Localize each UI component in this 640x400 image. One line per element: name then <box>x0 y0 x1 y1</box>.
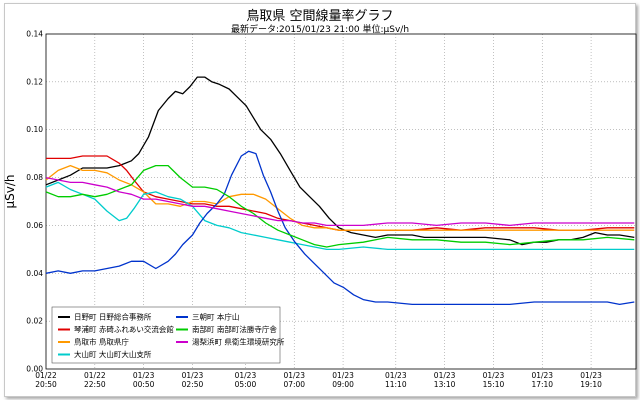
legend-entry: 南部町 南部町法勝寺庁舎 <box>192 324 277 334</box>
legend-entry: 日野町 日野総合事務所 <box>74 312 152 322</box>
y-tick-label: 0.02 <box>26 317 43 326</box>
x-tick-time: 02:50 <box>182 380 204 389</box>
x-tick-time: 22:50 <box>84 380 106 389</box>
y-axis-label: μSv/h <box>3 174 17 208</box>
x-tick-time: 09:00 <box>332 380 354 389</box>
y-tick-label: 0.00 <box>26 365 43 374</box>
legend-entry: 鳥取市 鳥取県庁 <box>74 337 129 347</box>
x-tick-time: 00:50 <box>133 380 155 389</box>
series-line-5 <box>45 150 635 306</box>
x-tick-date: 01/22 <box>35 371 57 380</box>
x-tick-date: 01/23 <box>434 371 456 380</box>
x-tick-time: 05:00 <box>235 380 257 389</box>
x-tick-date: 01/23 <box>182 371 204 380</box>
chart-subtitle: 最新データ:2015/01/23 21:00 単位:μSv/h <box>230 25 410 35</box>
series-line-7 <box>45 176 635 227</box>
legend-entry: 三朝町 本庁山 <box>192 312 239 322</box>
x-tick-time: 20:50 <box>35 380 57 389</box>
x-tick-time: 17:10 <box>531 380 553 389</box>
legend-entry: 湯梨浜町 県衛生環境研究所 <box>192 337 285 347</box>
x-tick-date: 01/23 <box>332 371 354 380</box>
y-tick-label: 0.06 <box>26 221 43 230</box>
x-tick-date: 01/23 <box>235 371 257 380</box>
legend-entry: 琴浦町 赤碕ふれあい交流会館 <box>74 324 174 334</box>
x-tick-time: 13:10 <box>434 380 456 389</box>
series-line-2 <box>46 155 635 231</box>
x-tick-time: 07:00 <box>283 380 305 389</box>
x-tick-date: 01/23 <box>483 371 505 380</box>
x-tick-date: 01/23 <box>283 371 305 380</box>
y-tick-label: 0.14 <box>26 30 43 39</box>
series-line-4 <box>45 181 635 251</box>
series-line-6 <box>45 164 635 248</box>
x-tick-date: 01/23 <box>133 371 155 380</box>
legend-entry: 大山町 大山町大山支所 <box>74 349 152 359</box>
legend-box <box>51 306 281 364</box>
series-line-1 <box>45 76 635 246</box>
x-tick-date: 01/23 <box>580 371 602 380</box>
chart-title: 鳥取県 空間線量率グラフ <box>246 9 394 24</box>
series-line-3 <box>45 164 635 231</box>
y-tick-label: 0.10 <box>26 125 43 134</box>
y-tick-label: 0.08 <box>26 173 43 182</box>
plot-border <box>45 33 637 370</box>
x-tick-time: 19:10 <box>580 380 602 389</box>
x-tick-date: 01/23 <box>531 371 553 380</box>
x-tick-time: 11:10 <box>385 380 407 389</box>
x-tick-date: 01/22 <box>84 371 106 380</box>
y-tick-label: 0.12 <box>26 77 43 86</box>
y-tick-label: 0.04 <box>26 269 43 278</box>
x-tick-time: 15:10 <box>483 380 505 389</box>
x-tick-date: 01/23 <box>385 371 407 380</box>
